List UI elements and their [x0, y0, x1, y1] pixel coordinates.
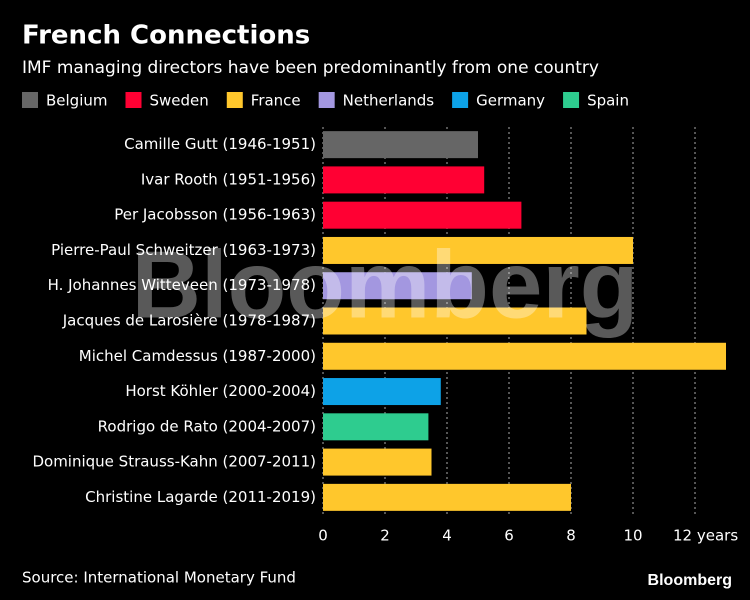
legend-label: Germany [476, 92, 545, 110]
source: Source: International Monetary Fund [22, 569, 296, 587]
bar [323, 272, 472, 300]
y-tick-label: Camille Gutt (1946-1951) [124, 135, 316, 153]
watermark: Bloomberg [132, 231, 639, 338]
y-tick-label: Rodrigo de Rato (2004-2007) [98, 417, 316, 435]
y-tick-label: Per Jacobsson (1956-1963) [114, 206, 316, 224]
bar [323, 413, 429, 441]
x-tick-label: 2 [380, 527, 390, 545]
bar [323, 448, 432, 476]
x-tick-label: 8 [566, 527, 576, 545]
bar [323, 307, 587, 335]
logo: Bloomberg [648, 572, 732, 589]
x-tick-label: 0 [318, 527, 328, 545]
bar [323, 483, 571, 511]
y-tick-label: Jacques de Larosière (1978-1987) [62, 312, 316, 330]
x-tick-label: 6 [504, 527, 514, 545]
bar [323, 131, 478, 159]
legend-label: Sweden [150, 92, 209, 110]
y-tick-label: Michel Camdessus (1987-2000) [79, 347, 316, 365]
bar [323, 342, 726, 370]
bar [323, 166, 485, 194]
legend-label: Spain [587, 92, 629, 110]
y-tick-label: Horst Köhler (2000-2004) [125, 382, 316, 400]
legend-label: France [251, 92, 301, 110]
legend-swatch [563, 92, 580, 108]
legend-swatch [226, 92, 243, 108]
chart-title: French Connections [22, 21, 310, 51]
y-tick-label: Christine Lagarde (2011-2019) [85, 488, 316, 506]
bar [323, 201, 522, 229]
y-tick-label: H. Johannes Witteveen (1973-1978) [48, 276, 316, 294]
bar [323, 236, 633, 264]
y-tick-label: Dominique Strauss-Kahn (2007-2011) [32, 453, 316, 471]
legend-swatch [125, 92, 142, 108]
legend-swatch [22, 92, 38, 108]
y-tick-label: Ivar Rooth (1951-1956) [141, 170, 316, 188]
legend-label: Belgium [46, 92, 108, 110]
legend-swatch [318, 92, 335, 108]
legend-label: Netherlands [343, 92, 435, 110]
bar [323, 378, 441, 406]
chart-subtitle: IMF managing directors have been predomi… [22, 58, 599, 78]
x-tick-label: 4 [442, 527, 452, 545]
legend-swatch [452, 92, 469, 108]
x-tick-label: 12 years [673, 527, 738, 545]
x-tick-label: 10 [623, 527, 642, 545]
y-tick-label: Pierre-Paul Schweitzer (1963-1973) [51, 241, 316, 259]
